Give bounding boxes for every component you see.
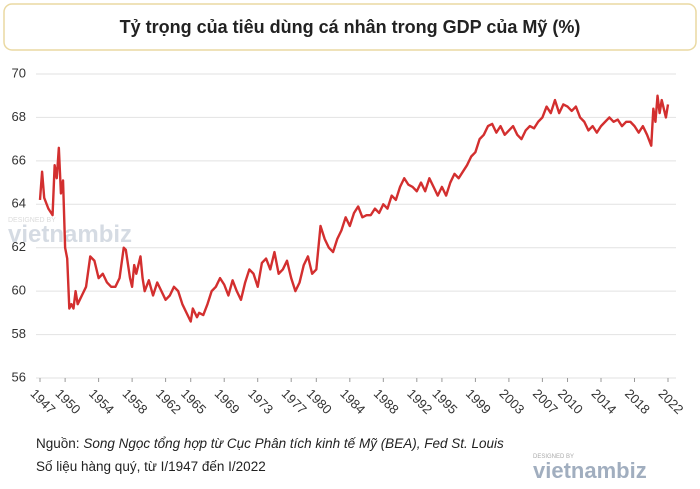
y-tick-label: 66 — [12, 152, 26, 167]
x-tick-label: 1958 — [120, 386, 151, 417]
watermark-designed: DESIGNED BY — [8, 217, 56, 224]
x-tick-label: 1988 — [371, 386, 402, 417]
x-tick-label: 1984 — [337, 386, 368, 417]
note: Số liệu hàng quý, từ I/1947 đến I/2022 — [36, 459, 266, 474]
x-tick-label: 2022 — [655, 386, 686, 417]
x-tick-label: 1962 — [153, 386, 184, 417]
x-tick-label: 2007 — [530, 386, 561, 417]
y-tick-label: 68 — [12, 109, 26, 124]
y-tick-label: 60 — [12, 283, 26, 298]
source-text: Song Ngọc tổng hợp từ Cục Phân tích kinh… — [83, 436, 504, 451]
x-tick-label: 2003 — [496, 386, 527, 417]
y-tick-label: 58 — [12, 326, 26, 341]
y-tick-label: 62 — [12, 239, 26, 254]
x-tick-label: 1950 — [53, 386, 84, 417]
x-tick-label: 2018 — [622, 386, 653, 417]
title-box — [3, 3, 697, 51]
watermark: DESIGNED BY vietnambiz — [8, 217, 132, 248]
x-tick-label: 1980 — [304, 386, 335, 417]
x-tick-label: 1992 — [404, 386, 435, 417]
x-tick-label: 1969 — [212, 386, 243, 417]
watermark-brand: vietnambiz — [533, 458, 647, 483]
y-tick-label: 70 — [12, 65, 26, 80]
x-tick-label: 1999 — [463, 386, 494, 417]
x-tick-label: 2014 — [588, 386, 619, 417]
source: Nguồn: Song Ngọc tổng hợp từ Cục Phân tí… — [36, 436, 504, 451]
source-label: Nguồn: — [36, 436, 80, 451]
x-tick-label: 2010 — [555, 386, 586, 417]
watermark-brand: vietnambiz — [8, 221, 132, 248]
x-tick-label: 1965 — [178, 386, 209, 417]
watermark-designed: DESIGNED BY — [533, 454, 574, 460]
x-tick-label: 1954 — [86, 386, 117, 417]
x-tick-label: 1977 — [279, 386, 310, 417]
x-tick-label: 1973 — [245, 386, 276, 417]
y-tick-label: 56 — [12, 369, 26, 384]
chart-title: Tỷ trọng của tiêu dùng cá nhân trong GDP… — [120, 17, 581, 37]
data-line — [38, 94, 670, 323]
x-tick-label: 1947 — [27, 386, 58, 417]
y-tick-label: 64 — [12, 196, 26, 211]
x-tick-label: 1995 — [429, 386, 460, 417]
